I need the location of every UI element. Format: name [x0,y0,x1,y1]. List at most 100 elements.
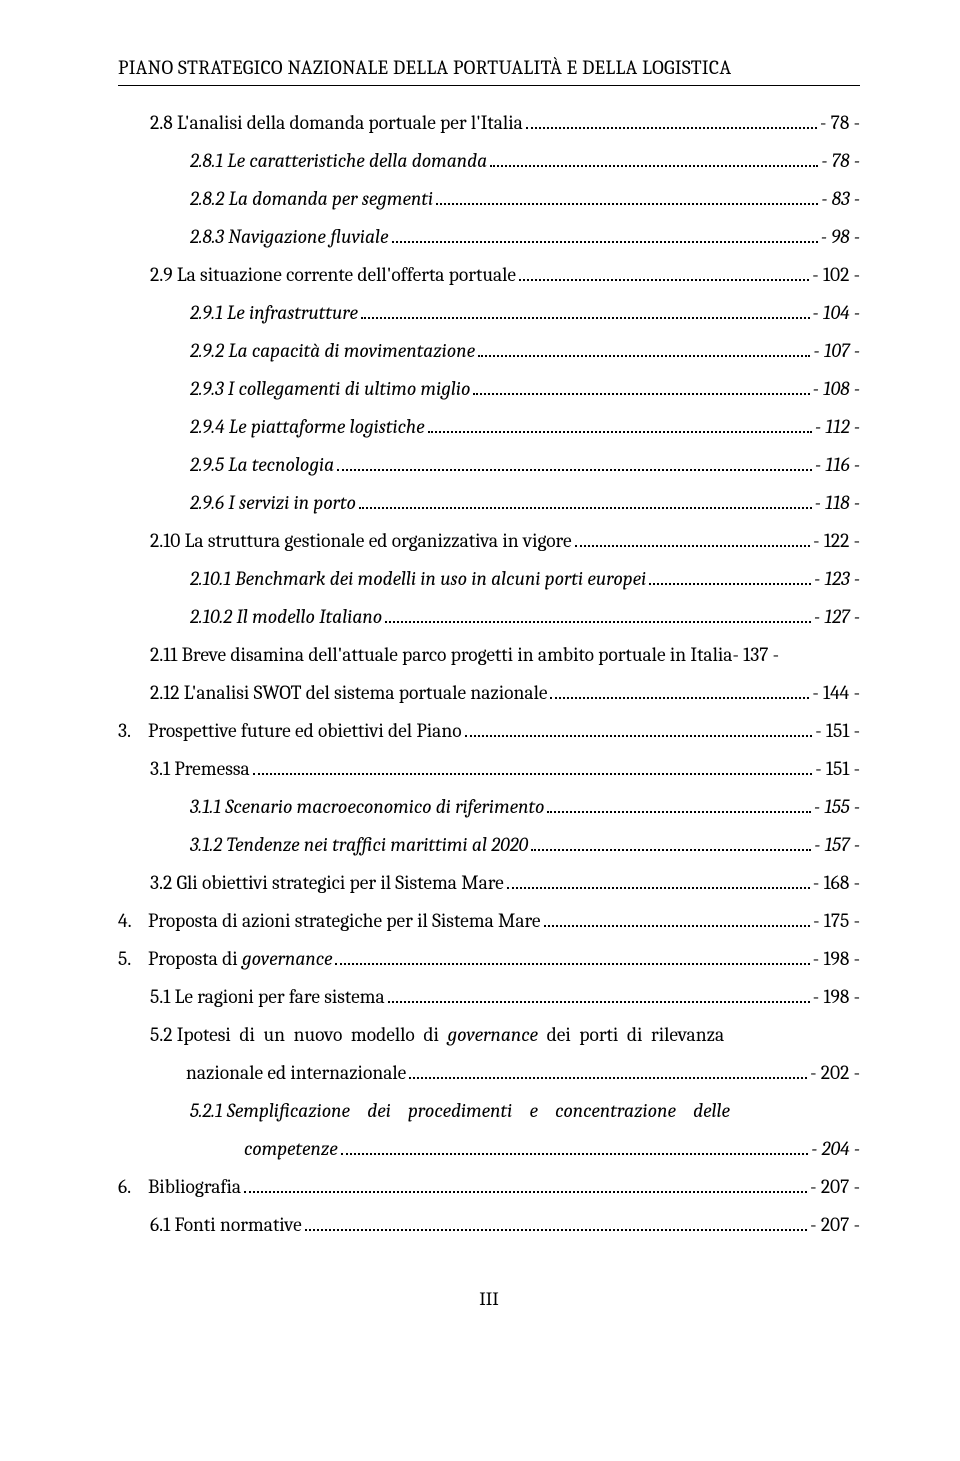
toc-entry: 2.9.4 Le piattaforme logistiche - 112 - [190,408,860,446]
toc-entry: 2.10.2 Il modello Italiano - 127 - [190,598,860,636]
toc-entry: 2.10 La struttura gestionale ed organizz… [150,522,860,560]
toc-page: - 155 - [814,788,860,826]
toc-page: - 207 - [810,1206,860,1244]
toc-label: 2.11 Breve disamina dell'attuale parco p… [150,636,732,674]
toc-label: competenze [244,1130,338,1168]
toc-entry-multiline: 5.2.1 Semplificazione dei procedimenti e… [190,1092,860,1168]
toc-page: - 104 - [813,294,860,332]
dot-leader [253,760,813,776]
dot-leader [550,684,809,700]
dot-leader [473,379,809,395]
toc-page: - 83 - [821,180,860,218]
toc-page: - 168 - [813,864,860,902]
toc-chapter: 4. Proposta di azioni strategiche per il… [118,902,860,940]
toc-entry: 2.12 L'analisi SWOT del sistema portuale… [150,674,860,712]
toc-chapter: 5. Proposta di governance - 198 - [118,940,860,978]
toc-label: 2.8.1 Le caratteristiche della domanda [190,142,487,180]
toc-page: - 198 - [813,978,860,1016]
toc-entry: 2.8 L'analisi della domanda portuale per… [150,104,860,142]
toc-entry: 2.11 Breve disamina dell'attuale parco p… [150,636,860,674]
toc-entry: 2.9.1 Le infrastrutture - 104 - [190,294,860,332]
toc-label: 3.2 Gli obiettivi strategici per il Sist… [150,864,504,902]
toc-page: - 151 - [815,750,860,788]
toc-entry: 2.8.3 Navigazione fluviale - 98 - [190,218,860,256]
header-rule [118,85,860,86]
toc-page: - 144 - [812,674,860,712]
dot-leader [531,836,811,852]
toc-page: - 122 - [813,522,860,560]
dot-leader [428,417,812,433]
toc-entry: 3.1 Premessa - 151 - [150,750,860,788]
toc-label: 2.9.5 La tecnologia [190,446,334,484]
dot-leader [385,608,811,624]
dot-leader [507,874,810,890]
toc-page: - 175 - [813,902,860,940]
toc-chapter: 3. Prospettive future ed obiettivi del P… [118,712,860,750]
toc-entry: 2.8.2 La domanda per segmenti - 83 - [190,180,860,218]
toc-entry-multiline: 5.2 Ipotesi di un nuovo modello di gover… [150,1016,860,1092]
toc-page: - 78 - [821,142,860,180]
chapter-number: 5. [118,940,148,978]
toc-label: 2.9.3 I collegamenti di ultimo miglio [190,370,470,408]
toc-page: - 108 - [813,370,860,408]
dot-leader [305,1216,807,1232]
dot-leader [575,532,811,548]
toc-page: - 157 - [814,826,860,864]
toc-label: Prospettive future ed obiettivi del Pian… [148,712,462,750]
toc-label: 2.10 La struttura gestionale ed organizz… [150,522,572,560]
toc-entry: 2.9.5 La tecnologia - 116 - [190,446,860,484]
toc-label: Bibliografia [148,1168,241,1206]
toc-label-part: 5.2 Ipotesi di un nuovo modello di [150,1023,447,1046]
toc-page: - 118 - [815,484,860,522]
toc-label: 3.1.2 Tendenze nei traffici marittimi al… [190,826,528,864]
dot-leader [490,151,818,167]
toc-page: - 137 - [732,636,779,674]
toc-label: 5.2 Ipotesi di un nuovo modello di gover… [150,1016,860,1054]
dot-leader [478,341,810,357]
toc-label: 2.9.6 I servizi in porto [190,484,356,522]
dot-leader [392,227,818,243]
toc-page: - 78 - [820,104,860,142]
toc-label: nazionale ed internazionale [186,1054,406,1092]
dot-leader [335,950,809,966]
toc-label: 2.9.1 Le infrastrutture [190,294,358,332]
toc-page: - 127 - [814,598,860,636]
toc-label: 5.2.1 Semplificazione dei procedimenti e… [190,1092,860,1130]
dot-leader [436,189,818,205]
toc-entry: 3.1.1 Scenario macroeconomico di riferim… [190,788,860,826]
dot-leader [388,988,810,1004]
chapter-number: 3. [118,712,148,750]
dot-leader [359,494,812,510]
toc-entry: 6.1 Fonti normative - 207 - [150,1206,860,1244]
page-number-footer: III [118,1288,860,1310]
running-header: PIANO STRATEGICO NAZIONALE DELLA PORTUAL… [118,56,860,79]
toc-entry: 3.1.2 Tendenze nei traffici marittimi al… [190,826,860,864]
toc-label: 2.10.1 Benchmark dei modelli in uso in a… [190,560,646,598]
toc-page: - 116 - [815,446,860,484]
toc-entry: 2.9.6 I servizi in porto - 118 - [190,484,860,522]
toc-entry: 2.9.3 I collegamenti di ultimo miglio - … [190,370,860,408]
document-page: PIANO STRATEGICO NAZIONALE DELLA PORTUAL… [0,0,960,1461]
toc-label-part: Proposta di [148,947,242,970]
toc-label-italic: governance [447,1023,538,1046]
toc-label: Proposta di azioni strategiche per il Si… [148,902,541,940]
toc-entry: 2.9.2 La capacità di movimentazione - 10… [190,332,860,370]
dot-leader [361,303,810,319]
toc-page: - 107 - [813,332,860,370]
dot-leader [244,1178,807,1194]
toc-label: 2.9.4 Le piattaforme logistiche [190,408,425,446]
toc-entry: 2.8.1 Le caratteristiche della domanda -… [190,142,860,180]
toc-page: - 98 - [821,218,860,256]
toc-label: 3.1 Premessa [150,750,250,788]
toc-label: 2.8.2 La domanda per segmenti [190,180,433,218]
toc-page: - 123 - [814,560,860,598]
toc-label: Proposta di governance [148,940,332,978]
toc-page: - 207 - [810,1168,860,1206]
toc-label: 2.9.2 La capacità di movimentazione [190,332,475,370]
toc-page: - 112 - [815,408,860,446]
dot-leader [337,456,812,472]
toc-page: - 202 - [810,1054,860,1092]
toc-page: - 204 - [811,1130,860,1168]
toc-label: 2.12 L'analisi SWOT del sistema portuale… [150,674,547,712]
dot-leader [649,570,811,586]
